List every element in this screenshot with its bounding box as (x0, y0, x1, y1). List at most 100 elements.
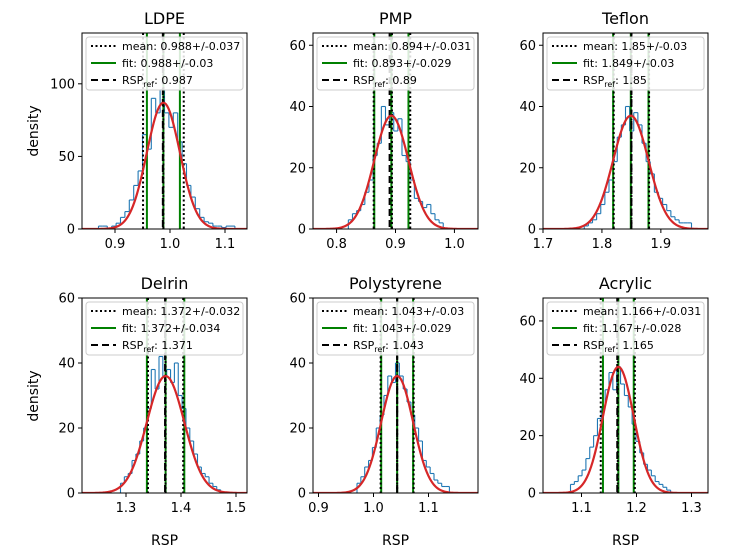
legend-fit-value: 1.372+/-0.034 (140, 322, 220, 335)
legend-ref-main: RSP (122, 74, 144, 87)
legend-fit-text: fit: 0.988+/-0.03 (122, 57, 213, 70)
panel-delrin: 1.3 1.4 1.5 0 20 40 60 Delrin mean: 1.372+/-0.03… (58, 274, 248, 516)
y-tick-label: 20 (289, 422, 306, 437)
legend-ref-sep: : (615, 339, 622, 352)
panel-ldpe: 0.9 1.0 1.1 0 50 100 LDPE mean: 0.988+/-0.037 fi… (50, 9, 248, 252)
y-tick-label: 0 (298, 487, 306, 502)
y-tick-label: 0 (67, 223, 75, 238)
x-axis-label: RSP (382, 533, 409, 549)
legend-ref-main: RSP (353, 74, 375, 87)
legend-ref-main: RSP (122, 339, 144, 352)
legend-ref-value: 1.043 (392, 339, 424, 352)
legend-ref-main: RSP (583, 74, 605, 87)
y-tick-label: 60 (58, 292, 75, 307)
y-tick-label: 60 (519, 314, 536, 329)
y-tick-label: 40 (519, 372, 536, 387)
x-tick-label: 1.1 (215, 237, 236, 252)
legend-fit-value: 1.167+/-0.028 (601, 322, 681, 335)
legend-fit-text: fit: 1.167+/-0.028 (583, 322, 681, 335)
y-tick-label: 20 (519, 429, 536, 444)
panel-title: LDPE (144, 9, 185, 28)
x-axis-label: RSP (151, 533, 178, 549)
y-tick-label: 20 (519, 161, 536, 176)
x-tick-label: 0.8 (326, 237, 347, 252)
legend-mean-prefix: mean: (583, 40, 621, 53)
y-tick-label: 60 (289, 39, 306, 54)
legend-ref-sep: : (385, 74, 392, 87)
legend-ref-value: 1.165 (622, 339, 654, 352)
legend-ref-value: 0.987 (161, 74, 193, 87)
x-tick-label: 0.9 (105, 237, 126, 252)
legend-mean-text: mean: 1.166+/-0.031 (583, 305, 701, 318)
panel-teflon: 1.7 1.8 1.9 0 20 40 60 Teflon mean: 1.85+/-0.03 f… (519, 9, 709, 252)
legend-ref-sub: ref (604, 80, 615, 89)
legend-mean-prefix: mean: (122, 40, 160, 53)
y-tick-label: 0 (528, 487, 536, 502)
panel-title: Teflon (601, 9, 649, 28)
legend-box (85, 301, 244, 356)
legend-fit-text: fit: 1.849+/-0.03 (583, 57, 674, 70)
legend-ref-sep: : (615, 74, 622, 87)
x-tick-label: 1.7 (533, 237, 554, 252)
x-axis-label: RSP (612, 533, 639, 549)
x-tick-label: 1.0 (444, 237, 465, 252)
x-tick-label: 1.2 (626, 501, 647, 516)
panel-title: Acrylic (599, 274, 652, 293)
y-tick-label: 60 (289, 292, 306, 307)
panel-title: Delrin (141, 274, 189, 293)
legend-ref-sep: : (154, 339, 161, 352)
legend-fit-prefix: fit: (122, 322, 140, 335)
legend-ref-text: RSPref: 0.89 (353, 74, 417, 89)
legend-fit-prefix: fit: (122, 57, 140, 70)
y-tick-label: 100 (50, 77, 75, 92)
x-tick-label: 0.9 (308, 501, 329, 516)
legend-fit-prefix: fit: (353, 57, 371, 70)
legend-mean-prefix: mean: (122, 305, 160, 318)
y-tick-label: 40 (519, 100, 536, 115)
legend-box (316, 301, 475, 356)
y-tick-label: 60 (519, 39, 536, 54)
panel-acrylic: 1.1 1.2 1.3 0 20 40 60 Acrylic mean: 1.166+/-0.0… (519, 274, 709, 516)
legend-fit-prefix: fit: (353, 322, 371, 335)
legend-mean-value: 1.043+/-0.03 (391, 305, 464, 318)
legend-box (546, 301, 705, 356)
gaussian-fit-curve (313, 114, 478, 229)
legend-ref-main: RSP (353, 339, 375, 352)
legend-ref-sub: ref (143, 80, 154, 89)
legend-mean-value: 0.894+/-0.031 (391, 40, 471, 53)
legend-fit-prefix: fit: (583, 57, 601, 70)
legend-ref-main: RSP (583, 339, 605, 352)
legend-fit-value: 0.988+/-0.03 (140, 57, 213, 70)
y-tick-label: 0 (298, 223, 306, 238)
y-tick-label: 0 (528, 223, 536, 238)
legend-fit-value: 0.893+/-0.029 (371, 57, 451, 70)
y-tick-label: 40 (289, 100, 306, 115)
axes-frame (81, 297, 248, 494)
gaussian-fit-curve (543, 114, 708, 229)
legend-ref-sub: ref (604, 345, 615, 354)
gaussian-fit-curve (82, 101, 247, 229)
axes-frame (81, 32, 248, 230)
y-tick-label: 50 (58, 150, 75, 165)
x-tick-label: 0.9 (385, 237, 406, 252)
panel-polystyrene: 0.9 1.0 1.1 0 20 40 60 Polystyrene mean: 1.043+/… (289, 274, 479, 516)
legend-mean-text: mean: 1.043+/-0.03 (353, 305, 464, 318)
gaussian-fit-curve (313, 374, 478, 493)
legend-mean-prefix: mean: (353, 305, 391, 318)
x-tick-label: 1.1 (571, 501, 592, 516)
legend-ref-text: RSPref: 1.85 (583, 74, 647, 89)
panel-title: PMP (379, 9, 412, 28)
x-tick-label: 1.0 (160, 237, 181, 252)
y-tick-label: 40 (289, 357, 306, 372)
legend-ref-sub: ref (143, 345, 154, 354)
x-tick-label: 1.1 (418, 501, 439, 516)
y-tick-label: 0 (67, 487, 75, 502)
legend-fit-prefix: fit: (583, 322, 601, 335)
legend-mean-value: 0.988+/-0.037 (160, 40, 240, 53)
y-tick-label: 40 (58, 357, 75, 372)
gaussian-fit-curve (82, 374, 247, 493)
x-tick-label: 1.4 (171, 501, 192, 516)
axes-frame (542, 297, 709, 494)
legend-mean-value: 1.85+/-0.03 (621, 40, 687, 53)
panel-title: Polystyrene (349, 274, 442, 293)
